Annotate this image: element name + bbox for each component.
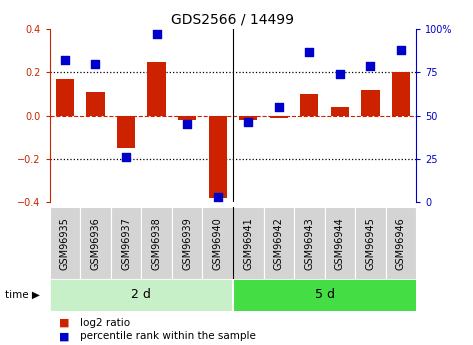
- Text: ■: ■: [59, 318, 70, 327]
- Text: log2 ratio: log2 ratio: [80, 318, 131, 327]
- Text: GSM96937: GSM96937: [121, 217, 131, 270]
- Point: [61, 58, 69, 63]
- Bar: [233, 279, 416, 311]
- Bar: [270, 116, 288, 118]
- Bar: [385, 207, 416, 279]
- Text: 5 d: 5 d: [315, 288, 334, 302]
- Text: GSM96935: GSM96935: [60, 217, 70, 270]
- Text: GSM96942: GSM96942: [274, 217, 284, 270]
- Bar: [355, 207, 385, 279]
- Bar: [56, 79, 74, 116]
- Point: [397, 47, 405, 53]
- Text: GSM96943: GSM96943: [304, 217, 315, 269]
- Bar: [202, 207, 233, 279]
- Bar: [111, 207, 141, 279]
- Text: GSM96939: GSM96939: [182, 217, 192, 269]
- Point: [275, 104, 282, 110]
- Text: time ▶: time ▶: [5, 290, 40, 300]
- Bar: [141, 207, 172, 279]
- Bar: [148, 62, 166, 116]
- Bar: [361, 90, 379, 116]
- Text: 2 d: 2 d: [131, 288, 151, 302]
- Bar: [300, 94, 318, 116]
- Bar: [50, 279, 233, 311]
- Text: GSM96946: GSM96946: [396, 217, 406, 269]
- Bar: [331, 107, 349, 116]
- Bar: [209, 116, 227, 197]
- Bar: [80, 207, 111, 279]
- Text: GSM96944: GSM96944: [335, 217, 345, 269]
- Bar: [117, 116, 135, 148]
- Bar: [178, 116, 196, 120]
- Bar: [294, 207, 324, 279]
- Title: GDS2566 / 14499: GDS2566 / 14499: [171, 13, 295, 27]
- Point: [153, 32, 160, 37]
- Bar: [50, 207, 80, 279]
- Text: GSM96936: GSM96936: [90, 217, 100, 269]
- Point: [306, 49, 313, 55]
- Bar: [239, 116, 257, 120]
- Point: [122, 154, 130, 160]
- Bar: [87, 92, 105, 116]
- Text: GSM96945: GSM96945: [366, 217, 376, 270]
- Text: GSM96940: GSM96940: [213, 217, 223, 269]
- Text: GSM96938: GSM96938: [151, 217, 162, 269]
- Point: [245, 120, 252, 125]
- Point: [92, 61, 99, 67]
- Bar: [263, 207, 294, 279]
- Point: [214, 194, 221, 199]
- Bar: [392, 72, 410, 116]
- Text: percentile rank within the sample: percentile rank within the sample: [80, 332, 256, 341]
- Text: GSM96941: GSM96941: [243, 217, 253, 269]
- Bar: [233, 207, 263, 279]
- Point: [184, 121, 191, 127]
- Bar: [324, 207, 355, 279]
- Point: [336, 71, 344, 77]
- Text: ■: ■: [59, 332, 70, 341]
- Point: [367, 63, 374, 68]
- Bar: [172, 207, 202, 279]
